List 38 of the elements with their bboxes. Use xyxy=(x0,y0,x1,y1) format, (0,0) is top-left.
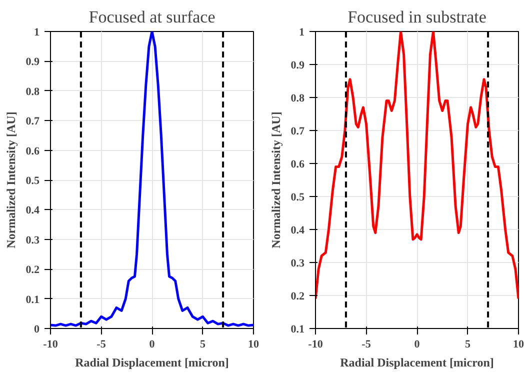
x-tick-label: 5 xyxy=(465,338,471,350)
x-tick-label: 5 xyxy=(200,338,206,350)
y-tick-label: 0.9 xyxy=(26,56,40,68)
y-tick-label: 0.7 xyxy=(26,116,40,128)
y-tick-label: 0.5 xyxy=(26,175,40,187)
y-tick-label: 0.6 xyxy=(26,145,40,158)
y-tick-label: 0.1 xyxy=(26,294,40,306)
x-tick-label: 10 xyxy=(513,338,524,350)
chart-title: Focused at surface xyxy=(88,8,216,26)
y-tick-label: 1 xyxy=(34,26,40,38)
y-tick-label: 0.8 xyxy=(290,92,305,104)
y-tick-label: 0.8 xyxy=(26,86,40,98)
y-tick-label: 0.2 xyxy=(26,264,40,276)
y-tick-label: 0.6 xyxy=(290,158,305,170)
y-tick-label: 0.3 xyxy=(26,234,40,246)
y-axis-title: Normalized Intensity [AU] xyxy=(4,112,18,248)
y-tick-label: 0.2 xyxy=(290,290,305,302)
y-axis-title: Normalized Intensity [AU] xyxy=(268,112,283,248)
x-tick-label: 0 xyxy=(414,338,420,350)
y-tick-label: 0.7 xyxy=(290,126,305,138)
x-axis-title: Radial Displacement [micron] xyxy=(340,356,494,370)
y-tick-label: 0.9 xyxy=(290,60,305,72)
y-tick-label: 0 xyxy=(34,324,40,336)
y-tick-label: 1 xyxy=(299,26,304,38)
y-tick-label: 0.4 xyxy=(290,224,305,236)
y-tick-label: 0.5 xyxy=(290,192,305,204)
x-tick-label: -5 xyxy=(96,338,106,350)
x-tick-label: -10 xyxy=(308,338,324,350)
x-tick-label: 0 xyxy=(149,338,156,350)
y-tick-label: 0.1 xyxy=(290,324,304,336)
x-axis-title: Radial Displacement [micron] xyxy=(75,356,229,370)
x-tick-label: 10 xyxy=(248,338,260,350)
y-tick-label: 0.4 xyxy=(26,204,40,217)
chart-title: Focused in substrate xyxy=(348,8,486,26)
x-tick-label: -5 xyxy=(362,338,372,350)
x-tick-label: -10 xyxy=(43,338,58,350)
y-tick-label: 0.3 xyxy=(290,258,305,270)
line-series xyxy=(316,32,518,300)
